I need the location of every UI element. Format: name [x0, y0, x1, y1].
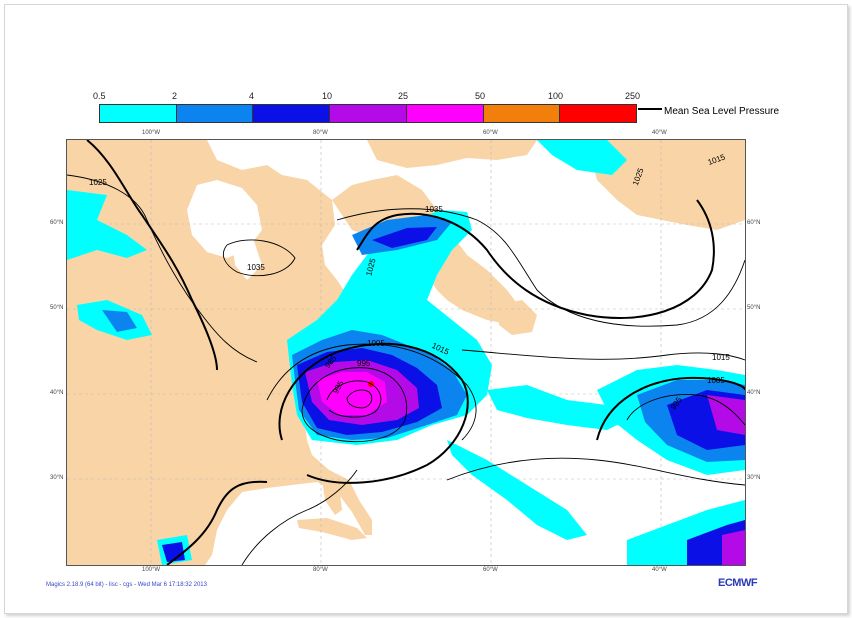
legend-threshold: 25 — [398, 91, 409, 101]
legend-color-cell — [100, 105, 177, 122]
contour-label: 1035 — [247, 263, 265, 272]
lat-label-right: 40°N — [747, 390, 761, 396]
legend-color-cell — [253, 105, 331, 122]
lon-label-top: 60°W — [483, 130, 498, 136]
lon-label-bottom: 40°W — [652, 567, 667, 573]
mslp-legend-label: Mean Sea Level Pressure — [664, 106, 780, 117]
weather-map: 1025 1035 1035 1025 1025 1015 1005 1015 … — [66, 139, 746, 566]
precip-tail-east — [487, 385, 627, 430]
legend-threshold: 50 — [475, 91, 486, 101]
precip-tail-south — [447, 440, 587, 540]
legend-color-cell — [560, 105, 637, 122]
precip-sw-blue — [162, 542, 185, 562]
legend-color-cell — [330, 105, 407, 122]
lat-label-left: 50°N — [50, 305, 64, 311]
contour-labels: 1025 1035 1035 1025 1025 1015 1005 1015 … — [89, 152, 730, 411]
legend-threshold: 0.5 — [93, 91, 106, 101]
ecmwf-logo: ECMWF — [718, 577, 758, 589]
lon-label-bottom: 60°W — [483, 567, 498, 573]
contour-label: 995 — [357, 359, 371, 368]
precip-east-magenta — [707, 395, 745, 435]
contour-label: 1015 — [712, 353, 730, 362]
legend-color-cell — [176, 105, 254, 122]
lon-label-top: 100°W — [142, 130, 161, 136]
contour-label: 1035 — [425, 205, 443, 214]
mslp-contours — [67, 140, 745, 565]
contour-label: 1025 — [89, 178, 107, 187]
precip-se-magenta — [722, 530, 745, 565]
lon-label-top: 40°W — [652, 130, 667, 136]
precip-ne-cyan — [537, 140, 627, 175]
precip-band-north-dark — [372, 227, 437, 248]
legend-threshold: 10 — [322, 91, 333, 101]
lat-label-right: 30°N — [747, 475, 761, 481]
precip-w-blue — [102, 310, 137, 332]
legend-threshold: 4 — [249, 91, 255, 101]
precip-nw-cyan — [67, 190, 147, 260]
contour-label: 1005 — [707, 376, 725, 385]
lat-label-left: 40°N — [50, 390, 64, 396]
mslp-legend-line — [638, 108, 662, 110]
legend-color-cell — [483, 105, 561, 122]
lat-label-left: 30°N — [50, 475, 64, 481]
lat-label-right: 50°N — [747, 305, 761, 311]
land-north-america — [67, 140, 442, 565]
james-bay — [232, 235, 262, 280]
lat-label-left: 60°N — [50, 220, 64, 226]
lat-label-right: 60°N — [747, 220, 761, 226]
contour-label: 1005 — [367, 339, 385, 348]
land-florida — [322, 480, 342, 515]
software-credit: Magics 2.18.9 (64 bit) - lisc - cgs - We… — [46, 582, 207, 588]
land-baffin — [367, 140, 537, 168]
lon-label-top: 80°W — [313, 130, 328, 136]
precipitation-color-bar — [99, 104, 637, 123]
lon-label-bottom: 80°W — [313, 567, 328, 573]
land-greenland — [587, 140, 745, 230]
legend-color-cell — [406, 105, 484, 122]
legend-threshold: 2 — [172, 91, 178, 101]
land-cuba — [297, 518, 367, 540]
lon-label-bottom: 100°W — [142, 567, 161, 573]
legend-threshold: 250 — [625, 91, 641, 101]
legend-threshold: 100 — [548, 91, 564, 101]
